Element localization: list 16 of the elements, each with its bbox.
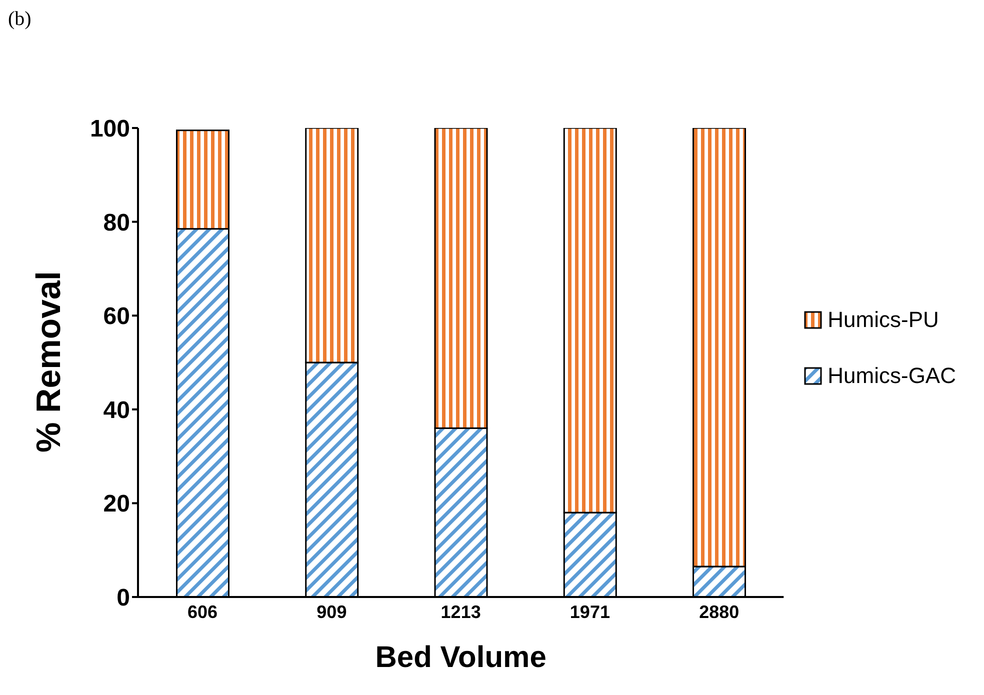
y-tick-label: 40 xyxy=(103,396,130,424)
y-tick-label: 0 xyxy=(116,584,130,612)
y-tick-label: 60 xyxy=(103,303,130,330)
x-tick-label: 1971 xyxy=(570,602,610,622)
x-axis-title: Bed Volume xyxy=(375,641,546,674)
x-tick-label: 1213 xyxy=(440,602,481,622)
legend-label: Humics-PU xyxy=(828,306,939,332)
y-tick-label: 100 xyxy=(90,116,130,143)
y-tick-label: 80 xyxy=(103,209,130,236)
chart-title: (b) xyxy=(8,8,32,31)
y-tick-label: 20 xyxy=(103,490,130,518)
x-tick-label: 2880 xyxy=(699,602,740,622)
legend-label: Humics-GAC xyxy=(828,362,956,388)
x-tick-label: 606 xyxy=(188,602,218,622)
x-tick-label: 909 xyxy=(316,602,347,622)
y-axis-title: % Removal xyxy=(30,271,68,452)
